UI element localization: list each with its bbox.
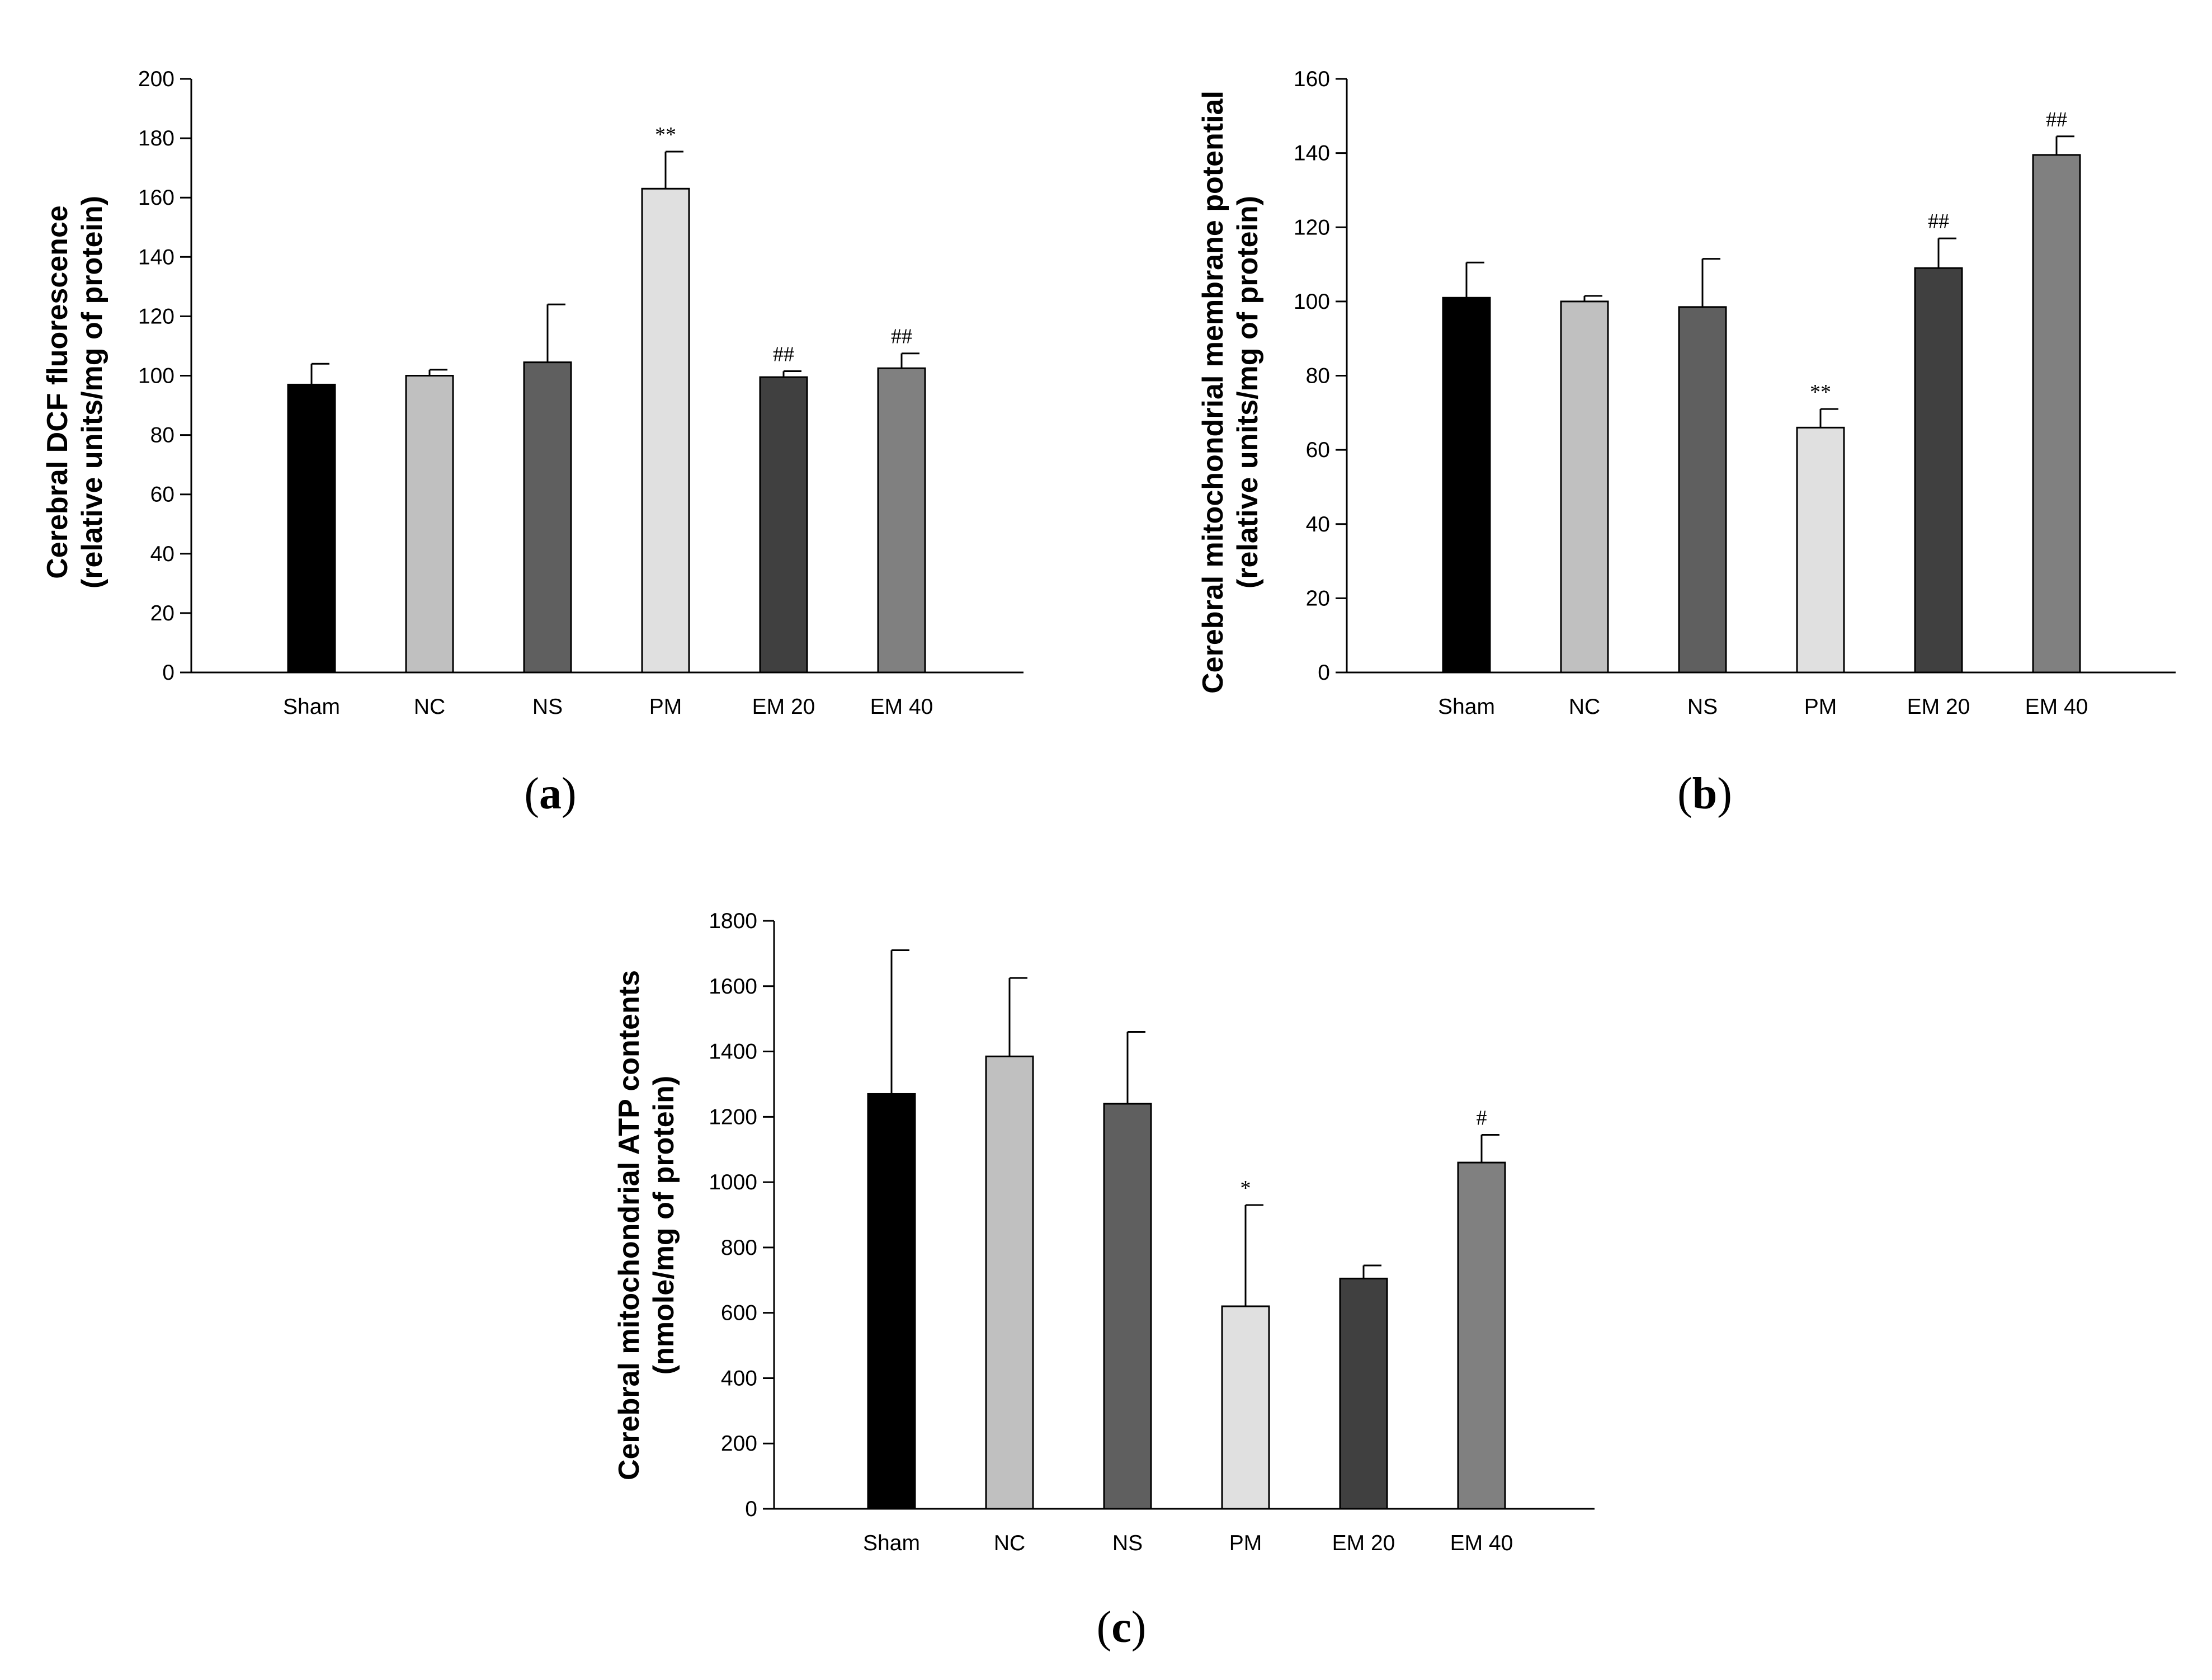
chart-c-sig-em-40: # <box>1477 1106 1487 1130</box>
chart-c-bar-pm <box>1221 1305 1270 1510</box>
chart-b-category-label-pm: PM <box>1804 695 1837 719</box>
chart-c-ytick-label-1: 200 <box>721 1432 757 1456</box>
chart-c-ylabel-line2: (nmole/mg of protein) <box>648 1076 680 1375</box>
chart-c-ytick-label-5: 1000 <box>709 1170 757 1194</box>
chart-c-panel-label: (c) <box>1097 1603 1147 1652</box>
chart-c-ylabel-line1: Cerebral mitochondrial ATP contents <box>613 970 645 1480</box>
chart-a-ytick-label-10: 200 <box>138 67 174 91</box>
chart-b: Cerebral mitochondrial membrane potentia… <box>1197 67 2176 818</box>
chart-b-sig-pm: ** <box>1810 380 1831 404</box>
chart-b-ytick-label-4: 80 <box>1306 364 1330 388</box>
chart-c-ytick-label-3: 600 <box>721 1301 757 1325</box>
chart-a-ytick-label-2: 40 <box>150 542 174 566</box>
chart-c-ytick-label-0: 0 <box>745 1497 757 1521</box>
chart-a-ytick-label-6: 120 <box>138 304 174 328</box>
chart-a-ytick-label-1: 20 <box>150 601 174 625</box>
chart-a-ytick-label-9: 180 <box>138 126 174 150</box>
chart-b-bar-nc <box>1560 300 1609 674</box>
chart-c-sig-pm: * <box>1241 1177 1251 1200</box>
chart-a-category-label-em-40: EM 40 <box>870 695 933 719</box>
chart-c-category-label-nc: NC <box>994 1531 1025 1555</box>
chart-b-ytick-label-2: 40 <box>1306 512 1330 537</box>
chart-b-category-label-em-40: EM 40 <box>2025 695 2088 719</box>
chart-b-ytick-label-3: 60 <box>1306 438 1330 462</box>
chart-b-bar-em-20 <box>1914 267 1963 674</box>
chart-c-category-label-em-20: EM 20 <box>1332 1531 1395 1555</box>
chart-c-bar-ns <box>1103 1103 1152 1510</box>
chart-a-bar-sham <box>287 383 336 674</box>
chart-b-ytick-label-6: 120 <box>1294 215 1330 239</box>
chart-a-ytick-label-8: 160 <box>138 186 174 210</box>
chart-a-ytick-label-0: 0 <box>162 661 174 685</box>
chart-a-category-label-nc: NC <box>414 695 445 719</box>
chart-c-category-label-pm: PM <box>1229 1531 1262 1555</box>
chart-c-bar-em-40 <box>1457 1161 1506 1510</box>
chart-c-category-label-sham: Sham <box>863 1531 920 1555</box>
chart-c: Cerebral mitochondrial ATP contents (nmo… <box>613 909 1595 1652</box>
chart-c-category-label-em-40: EM 40 <box>1450 1531 1513 1555</box>
chart-a-category-label-pm: PM <box>649 695 682 719</box>
chart-b-sig-em-40: ## <box>2046 108 2067 131</box>
chart-a-ytick-label-5: 100 <box>138 364 174 388</box>
chart-b-ylabel-line1: Cerebral mitochondrial membrane potentia… <box>1197 91 1229 694</box>
chart-b-ylabel-line2: (relative units/mg of protein) <box>1232 196 1264 589</box>
chart-a-ylabel-line1: Cerebral DCF fluorescence <box>41 205 74 579</box>
chart-b-ytick-label-7: 140 <box>1294 142 1330 166</box>
chart-b-category-label-em-20: EM 20 <box>1907 695 1970 719</box>
chart-b-category-label-ns: NS <box>1687 695 1718 719</box>
chart-b-ytick-label-1: 20 <box>1306 586 1330 610</box>
chart-b-ytick-label-5: 100 <box>1294 290 1330 314</box>
chart-c-ytick-label-4: 800 <box>721 1236 757 1260</box>
chart-a-ytick-label-4: 80 <box>150 423 174 448</box>
chart-b-bar-ns <box>1678 306 1727 674</box>
chart-a-ylabel-line2: (relative units/mg of protein) <box>76 196 109 589</box>
chart-b-category-label-sham: Sham <box>1438 695 1495 719</box>
chart-a-ytick-label-3: 60 <box>150 483 174 507</box>
chart-a-category-label-ns: NS <box>532 695 563 719</box>
chart-b-bar-sham <box>1442 297 1491 674</box>
chart-b-sig-em-20: ## <box>1928 210 1949 233</box>
chart-a-sig-pm: ** <box>655 123 676 147</box>
chart-b-bar-pm <box>1796 426 1845 674</box>
chart-a-bar-pm <box>641 187 690 674</box>
chart-b-ytick-label-0: 0 <box>1318 661 1330 685</box>
chart-a-bar-em-20 <box>759 376 808 674</box>
chart-a-sig-em-40: ## <box>891 325 912 349</box>
chart-b-ytick-label-8: 160 <box>1294 67 1330 91</box>
chart-b-panel-label: (b) <box>1677 769 1732 818</box>
chart-a: Cerebral DCF fluorescence (relative unit… <box>41 67 1024 818</box>
chart-c-ytick-label-7: 1400 <box>709 1040 757 1064</box>
chart-c-bar-nc <box>985 1055 1034 1510</box>
chart-b-bar-em-40 <box>2032 154 2081 674</box>
chart-c-category-label-ns: NS <box>1112 1531 1143 1555</box>
chart-b-category-label-nc: NC <box>1569 695 1600 719</box>
chart-a-ytick-label-7: 140 <box>138 245 174 269</box>
chart-c-bar-sham <box>867 1093 916 1510</box>
chart-c-ytick-label-8: 1600 <box>709 975 757 999</box>
chart-a-category-label-em-20: EM 20 <box>752 695 815 719</box>
chart-c-bar-em-20 <box>1339 1277 1388 1510</box>
chart-c-ytick-label-6: 1200 <box>709 1105 757 1129</box>
chart-a-category-label-sham: Sham <box>283 695 340 719</box>
chart-c-ytick-label-9: 1800 <box>709 909 757 933</box>
chart-a-panel-label: (a) <box>524 769 576 818</box>
chart-a-bar-em-40 <box>877 367 926 674</box>
chart-a-bar-nc <box>405 375 454 674</box>
chart-a-sig-em-20: ## <box>773 343 794 366</box>
chart-a-bar-ns <box>523 361 572 674</box>
chart-c-ytick-label-2: 400 <box>721 1366 757 1390</box>
